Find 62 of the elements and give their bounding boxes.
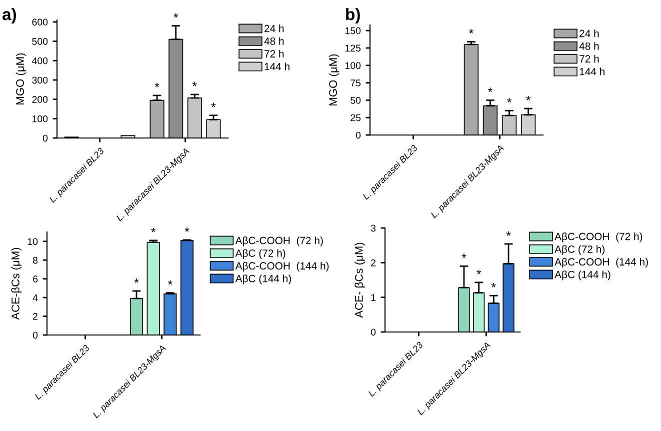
legend-label: AβC (72 h) [554,245,604,255]
legend-label: 24 h [264,24,284,32]
data-label: * [506,231,511,236]
y-tick-label: 50 [350,96,361,104]
chart-title: a) [2,8,16,24]
data-label: * [168,280,172,285]
legend-label: AβC-COOH (144 h) [235,262,329,272]
data-label: * [488,88,492,92]
y-tick-label: 0 [32,332,38,339]
data-label: * [134,278,139,283]
data-label: * [468,29,474,34]
legend-label: 144 h [264,62,290,70]
data-label: * [507,98,512,102]
y-tick-label: 0 [42,134,48,142]
y-tick-label: 200 [32,96,48,103]
y-axis-title: ACE-βCs (μM) [11,248,22,320]
y-tick-label: 100 [345,62,361,69]
y-tick-label: 4 [32,294,38,302]
y-axis-title: ACE- βCs (μM) [354,242,366,318]
y-tick-label: 6 [33,276,38,282]
y-tick-label: 300 [32,76,48,84]
data-label: * [462,254,466,258]
legend-label: AβC-COOH (72 h) [554,232,642,242]
y-tick-label: 600 [32,18,48,26]
data-label: * [151,228,156,232]
y-tick-label: 8 [32,256,38,264]
legend-label: 72 h [580,54,599,62]
y-tick-label: 2 [371,259,376,266]
y-axis-title: MGO (μM) [16,53,26,104]
data-label: * [476,270,482,274]
y-tick-label: 125 [345,44,361,52]
y-tick-label: 1 [371,294,376,301]
legend-label: 144 h [580,68,604,76]
data-label: * [184,227,190,232]
legend-label: 48 h [579,42,599,50]
data-label: * [211,102,216,108]
data-label: * [192,82,197,86]
legend-label: AβC (144 h) [235,274,291,284]
y-tick-label: 75 [350,80,361,86]
y-tick-label: 150 [345,27,361,34]
y-tick-label: 0 [370,328,376,336]
y-tick-label: 100 [32,115,48,122]
legend-label: 48 h [264,37,284,45]
y-tick-label: 500 [32,38,48,45]
y-tick-label: 25 [350,114,361,122]
legend-label: AβC-COOH (144 h) [554,258,648,268]
y-tick-label: 2 [33,313,38,320]
legend-label: AβC-COOH (72 h) [235,236,323,246]
legend-label: 72 h [264,50,284,58]
data-label: * [491,283,496,288]
y-axis-title: MGO (μM) [328,54,340,106]
y-tick-label: 0 [356,132,361,139]
y-tick-label: 10 [28,238,38,245]
data-label: * [154,82,160,88]
data-label: * [526,96,531,100]
legend-label: 24 h [580,30,599,38]
y-tick-label: 400 [32,57,48,64]
legend-label: AβC (72 h) [235,249,286,259]
chart-title: b) [346,8,360,24]
data-label: * [174,13,178,18]
legend-label: AβC (144 h) [554,270,610,280]
y-tick-label: 3 [370,224,376,232]
